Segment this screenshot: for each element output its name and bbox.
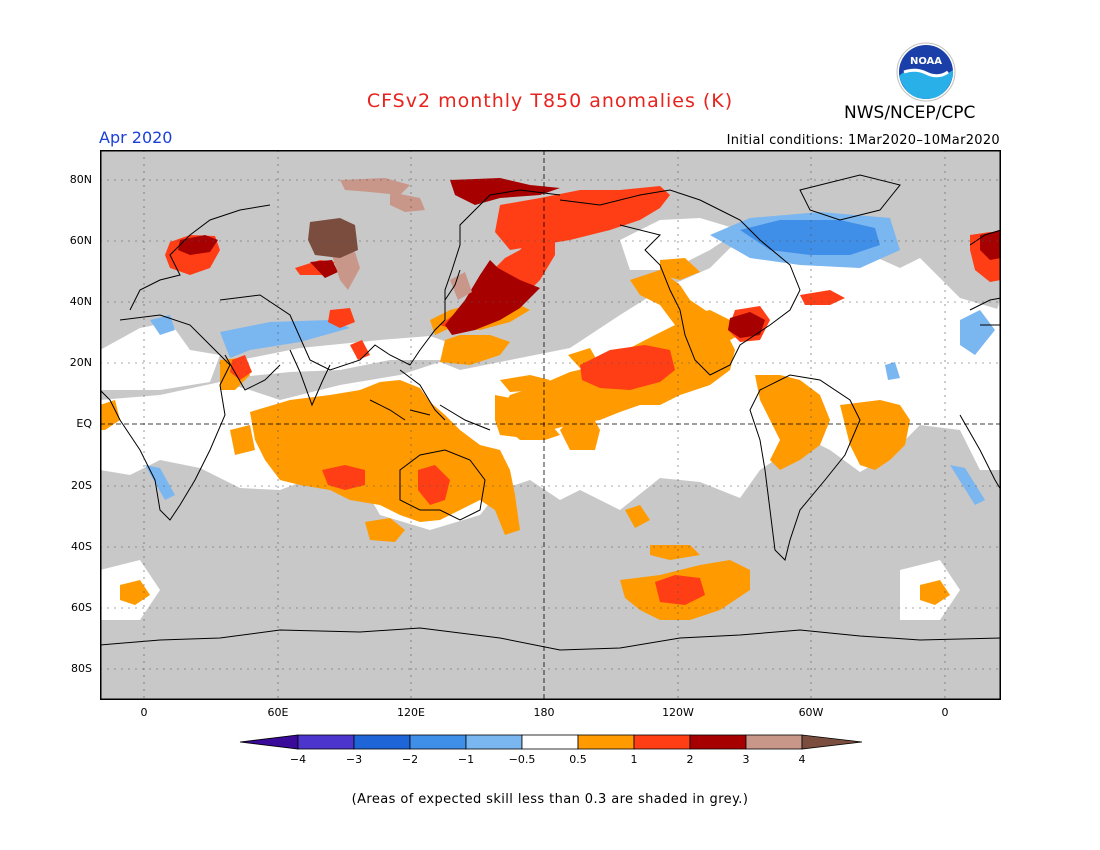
legend-label: −2 xyxy=(402,753,418,766)
legend-label: 2 xyxy=(687,753,694,766)
gridlines xyxy=(100,150,1001,700)
lat-tick-40s: 40S xyxy=(71,540,92,553)
map-title: CFSv2 monthly T850 anomalies (K) xyxy=(366,90,734,112)
most-extreme-warm-anomalies xyxy=(308,218,358,258)
legend-swatch xyxy=(353,734,411,750)
lat-tick-60s: 60S xyxy=(71,601,92,614)
legend-label: 0.5 xyxy=(569,753,587,766)
lon-tick-120w: 120W xyxy=(662,706,694,719)
lat-tick-20s: 20S xyxy=(71,479,92,492)
lat-tick-80n: 80N xyxy=(69,173,92,186)
very-strong-warm-anomalies xyxy=(178,178,1001,338)
legend-swatch xyxy=(577,734,635,750)
anomaly-map xyxy=(100,150,1001,700)
legend-label: 1 xyxy=(631,753,638,766)
legend-label: −4 xyxy=(290,753,306,766)
legend-label: −1 xyxy=(458,753,474,766)
legend-label: 3 xyxy=(743,753,750,766)
lon-tick-180: 180 xyxy=(533,706,555,719)
lat-tick-20n: 20N xyxy=(69,356,92,369)
noaa-logo-icon: NOAA xyxy=(896,42,956,102)
legend-swatch xyxy=(521,734,579,750)
legend-swatch xyxy=(297,734,355,750)
legend-swatch xyxy=(689,734,747,750)
lat-tick-80s: 80S xyxy=(71,662,92,675)
lat-tick-60n: 60N xyxy=(69,234,92,247)
skill-footnote: (Areas of expected skill less than 0.3 a… xyxy=(351,792,749,807)
legend-swatch xyxy=(633,734,691,750)
lon-tick-60w: 60W xyxy=(798,706,824,719)
legend-swatch xyxy=(745,734,803,750)
legend-swatch xyxy=(465,734,523,750)
initial-conditions: Initial conditions: 1Mar2020–10Mar2020 xyxy=(726,133,1000,148)
lon-tick-0: 0 xyxy=(140,706,148,719)
coastlines xyxy=(100,174,1001,651)
legend-arrow-left xyxy=(239,734,299,750)
color-legend: −4 −3 −2 −1 −0.5 0.5 1 2 3 4 xyxy=(239,734,863,766)
lon-tick-0-right: 0 xyxy=(941,706,949,719)
legend-swatch xyxy=(409,734,467,750)
legend-label: −3 xyxy=(346,753,362,766)
cold-anomalies xyxy=(740,220,880,255)
equator-dateline xyxy=(100,150,1001,700)
lon-tick-120e: 120E xyxy=(397,706,425,719)
legend-label: 4 xyxy=(799,753,806,766)
agency-label: NWS/NCEP/CPC xyxy=(844,103,976,123)
forecast-month: Apr 2020 xyxy=(99,128,173,147)
logo-text: NOAA xyxy=(910,56,942,67)
legend-arrow-right xyxy=(801,734,863,750)
lat-tick-40n: 40N xyxy=(69,295,92,308)
lon-tick-60e: 60E xyxy=(267,706,289,719)
extreme-warm-anomalies xyxy=(332,178,472,300)
lat-tick-eq: EQ xyxy=(76,417,92,430)
map-frame xyxy=(100,150,1001,700)
legend-label: −0.5 xyxy=(509,753,536,766)
